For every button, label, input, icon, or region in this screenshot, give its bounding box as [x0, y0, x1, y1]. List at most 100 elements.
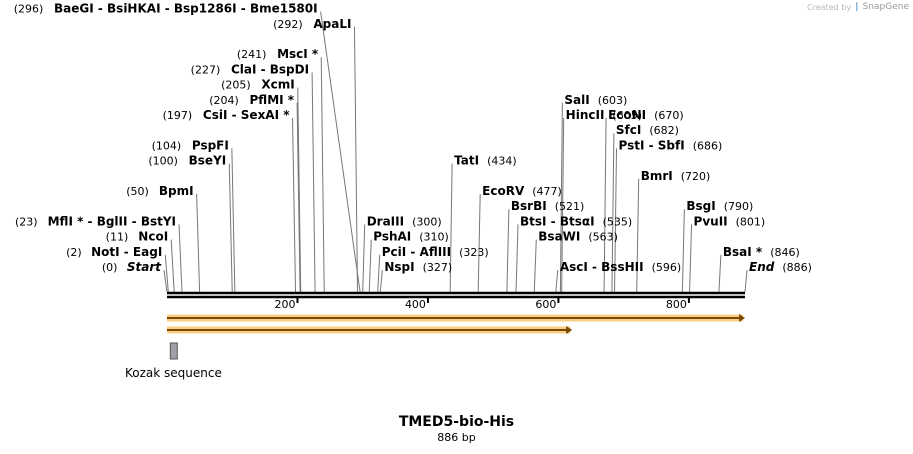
site-pos-bmri: (720)	[681, 170, 711, 183]
site-name-msci: MscI *	[277, 47, 319, 61]
site-name-xcmi: XcmI	[261, 78, 294, 92]
site-asci: (596) AscI - BssHII	[560, 260, 681, 274]
site-pos-econi: (670)	[654, 109, 684, 122]
tick-label: 800	[666, 298, 687, 311]
site-name-nspi: NspI	[384, 260, 414, 274]
site-line-econi	[603, 117, 607, 293]
site-name-pshai: PshAI	[373, 230, 411, 244]
site-pvuii: (801) PvuII	[694, 214, 766, 228]
site-line-bseyi	[228, 163, 233, 293]
site-ncoi: (11) NcoI	[106, 230, 169, 244]
site-msci: (241) MscI *	[237, 47, 319, 61]
snapgene-credit: Created by ❙ SnapGene	[807, 2, 909, 12]
site-name-clai: ClaI - BspDI	[231, 62, 309, 76]
site-pos-nspi: (327)	[423, 261, 453, 274]
site-name-ncoi: NcoI	[138, 230, 168, 244]
site-line-nspi	[379, 269, 383, 293]
site-line-ncoi	[170, 239, 175, 293]
site-pos-sali: (603)	[598, 94, 628, 107]
site-pshai: (310) PshAI	[373, 230, 449, 244]
site-bsai: (846) BsaI *	[723, 245, 800, 259]
site-clai: (227) ClaI - BspDI	[191, 62, 309, 76]
site-line-bpmi	[196, 193, 201, 293]
site-bsawi: (563) BsaWI	[538, 230, 618, 244]
site-pos-clai: (227)	[191, 63, 221, 76]
site-line-pcii	[377, 254, 381, 293]
site-csii: (197) CsiI - SexAI *	[163, 108, 291, 122]
site-name-csii: CsiI - SexAI *	[203, 108, 290, 122]
site-name-econi: EcoNI	[608, 108, 646, 122]
site-bpmi: (50) BpmI	[126, 184, 193, 198]
site-name-bsawi: BsaWI	[538, 230, 580, 244]
site-line-bsawi	[533, 239, 537, 293]
site-pos-bsawi: (563)	[588, 231, 618, 244]
site-pos-sfci: (682)	[649, 124, 679, 137]
site-line-psti	[614, 148, 618, 293]
site-btsi: (535) BtsI - BtsαI	[520, 214, 632, 228]
site-tati: (434) TatI	[454, 154, 517, 168]
site-line-mfli	[178, 224, 183, 293]
site-pos-end: (886)	[782, 261, 812, 274]
site-name-apali: ApaLI	[313, 17, 351, 31]
site-line-end	[744, 269, 748, 293]
site-line-xcmi	[297, 87, 302, 293]
site-bsgi: (790) BsgI	[686, 199, 753, 213]
site-line-asci	[555, 269, 559, 293]
feature-label-kozak: Kozak sequence	[125, 366, 222, 380]
map-title: TMED5-bio-His	[398, 414, 515, 430]
site-name-bpmi: BpmI	[159, 184, 194, 198]
tick-label: 600	[535, 298, 556, 311]
site-pos-hincii: (605)	[612, 109, 642, 122]
site-name-pflmi: PflMI *	[250, 93, 295, 107]
site-name-bseyi: BseYI	[189, 154, 227, 168]
backbone: 200 400 600 800	[167, 291, 745, 311]
site-pos-msci: (241)	[237, 48, 267, 61]
site-line-bmri	[636, 178, 640, 293]
site-name-pcii: PciI - AflIII	[382, 245, 451, 259]
site-name-bmri: BmrI	[641, 169, 673, 183]
site-name-draiii: DraIII	[367, 214, 404, 228]
site-pos-bsgi: (790)	[724, 200, 754, 213]
site-line-csii	[292, 117, 297, 293]
site-name-end: End	[749, 260, 775, 274]
site-pos-draiii: (300)	[412, 215, 442, 228]
site-name-bsgi: BsgI	[686, 199, 715, 213]
site-pos-baegi: (296)	[14, 3, 44, 16]
site-noti: (2) NotI - EagI	[66, 245, 162, 259]
site-line-start	[163, 269, 168, 293]
site-draiii: (300) DraIII	[367, 214, 442, 228]
site-baegi: (296) BaeGI - BsiHKAI - Bsp1286I - Bme158…	[14, 2, 318, 16]
site-name-mfli: MflI * - BglII - BstYI	[48, 214, 176, 228]
site-name-pspfi: PspFI	[192, 138, 229, 152]
site-sali: (603) SalI	[564, 93, 627, 107]
site-line-noti	[164, 254, 169, 293]
site-pos-bsrbi: (521)	[555, 200, 585, 213]
site-pos-start: (0)	[102, 261, 118, 274]
site-bmri: (720) BmrI	[641, 169, 711, 183]
site-pcii: (323) PciI - AflIII	[382, 245, 489, 259]
site-pos-ecorv: (477)	[532, 185, 562, 198]
site-line-bsai	[718, 254, 722, 293]
site-name-asci: AscI - BssHII	[560, 260, 644, 274]
site-labels: (0) Start (2) NotI - EagI(11) NcoI (23) MflI *…	[14, 2, 812, 274]
site-end: (886) End	[749, 260, 812, 274]
site-line-pflmi	[296, 102, 301, 293]
site-pos-pcii: (323)	[459, 246, 489, 259]
site-pos-mfli: (23)	[15, 215, 38, 228]
site-lines	[163, 11, 748, 293]
site-name-bsrbi: BsrBI	[511, 199, 547, 213]
site-line-clai	[311, 72, 316, 293]
site-line-sfci	[611, 133, 615, 293]
site-line-draiii	[362, 224, 366, 293]
site-pos-ncoi: (11)	[106, 231, 129, 244]
site-line-ecorv	[477, 193, 481, 293]
site-line-pspfi	[231, 148, 236, 293]
site-pos-bsai: (846)	[770, 246, 800, 259]
site-bsrbi: (521) BsrBI	[511, 199, 584, 213]
snapgene-logo-icon: ❙	[853, 2, 861, 12]
site-name-hincii: HincII	[566, 108, 605, 122]
site-name-bsai: BsaI *	[723, 245, 763, 259]
site-line-msci	[320, 57, 325, 293]
